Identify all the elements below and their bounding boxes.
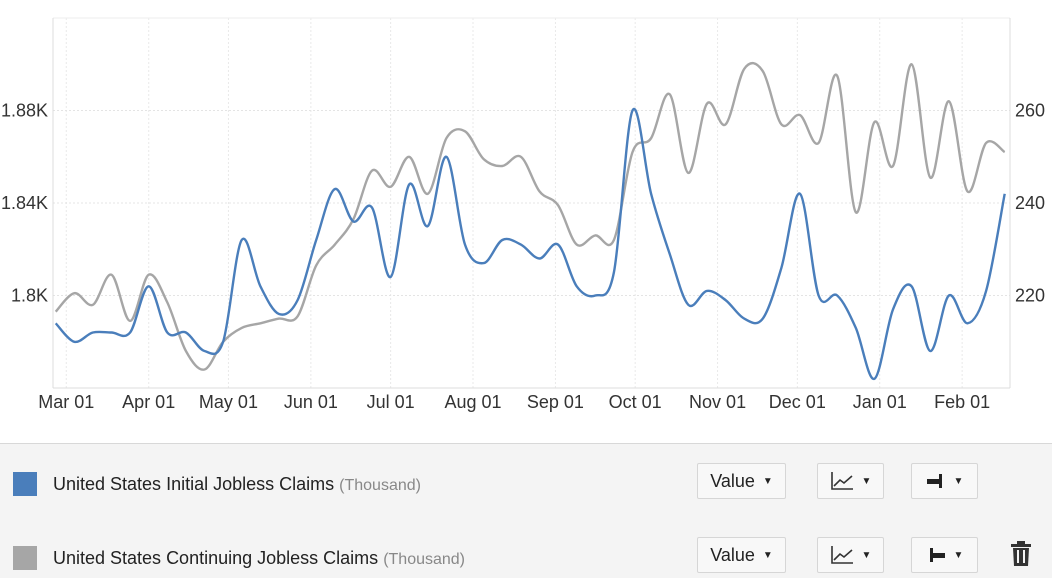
- y-left-tick-label: 1.8K: [11, 286, 48, 306]
- series-line-continuing-claims: [54, 62, 1006, 371]
- axis-dropdown[interactable]: ▼: [911, 537, 978, 573]
- x-tick-label: Sep 01: [527, 392, 584, 412]
- caret-down-icon: ▼: [953, 475, 964, 487]
- series-name: United States Initial Jobless Claims: [53, 474, 335, 494]
- jobless-claims-chart: Mar 01 Apr 01 May 01 Jun 01 Jul 01 Aug 01 Sep …: [1, 17, 1045, 412]
- axis-dropdown[interactable]: ▼: [911, 463, 978, 499]
- y-right-tick-label: 240: [1015, 193, 1045, 213]
- right-axis-icon: [926, 474, 942, 488]
- x-tick-label: Feb 01: [934, 392, 990, 412]
- x-tick-label: Aug 01: [444, 392, 501, 412]
- x-tick-label: Jul 01: [367, 392, 415, 412]
- x-tick-label: Mar 01: [38, 392, 94, 412]
- value-dropdown[interactable]: Value ▼: [697, 463, 786, 499]
- series-label: United States Initial Jobless Claims (Th…: [53, 474, 421, 495]
- line-chart-icon: [830, 472, 853, 490]
- y-left-tick-label: 1.84K: [1, 193, 48, 213]
- value-dropdown[interactable]: Value ▼: [697, 537, 786, 573]
- x-tick-label: Apr 01: [122, 392, 175, 412]
- legend-row-continuing-claims: United States Continuing Jobless Claims …: [0, 537, 1052, 577]
- series-label: United States Continuing Jobless Claims …: [53, 548, 465, 569]
- trash-icon[interactable]: [1010, 541, 1032, 572]
- chart-type-dropdown[interactable]: ▼: [817, 537, 884, 573]
- chart-type-dropdown[interactable]: ▼: [817, 463, 884, 499]
- caret-down-icon: ▼: [762, 549, 773, 561]
- line-chart-icon: [830, 546, 853, 564]
- grid: [53, 17, 1010, 388]
- series-unit: (Thousand): [383, 551, 466, 568]
- value-dropdown-label: Value: [710, 470, 755, 491]
- y-right-tick-label: 220: [1015, 286, 1045, 306]
- x-tick-label: Dec 01: [769, 392, 826, 412]
- legend-panel: United States Initial Jobless Claims (Th…: [0, 443, 1052, 578]
- legend-row-initial-claims: United States Initial Jobless Claims (Th…: [0, 463, 1052, 503]
- caret-down-icon: ▼: [861, 549, 872, 561]
- x-tick-label: Jan 01: [853, 392, 907, 412]
- series-color-swatch[interactable]: [13, 546, 37, 570]
- x-tick-label: Oct 01: [609, 392, 662, 412]
- caret-down-icon: ▼: [861, 475, 872, 487]
- series-name: United States Continuing Jobless Claims: [53, 548, 379, 568]
- series-line-initial-claims: [54, 107, 1006, 381]
- y-left-tick-label: 1.88K: [1, 101, 48, 121]
- series-layer: [54, 62, 1006, 381]
- x-tick-label: Nov 01: [689, 392, 746, 412]
- axes: Mar 01 Apr 01 May 01 Jun 01 Jul 01 Aug 01 Sep …: [1, 18, 1045, 412]
- x-tick-label: Jun 01: [284, 392, 338, 412]
- value-dropdown-label: Value: [710, 544, 755, 565]
- caret-down-icon: ▼: [762, 475, 773, 487]
- series-unit: (Thousand): [339, 477, 421, 494]
- x-tick-label: May 01: [199, 392, 258, 412]
- y-right-tick-label: 260: [1015, 101, 1045, 121]
- caret-down-icon: ▼: [953, 549, 964, 561]
- left-axis-icon: [929, 548, 945, 562]
- series-color-swatch[interactable]: [13, 472, 37, 496]
